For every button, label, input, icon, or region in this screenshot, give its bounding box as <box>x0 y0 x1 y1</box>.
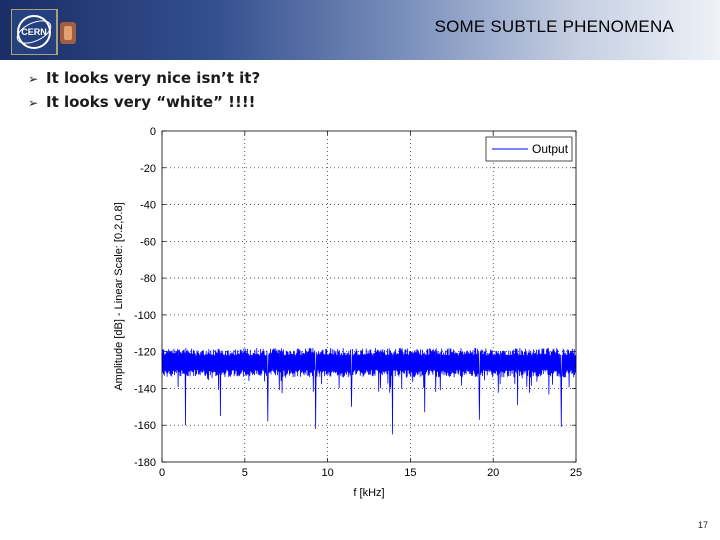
x-tick-label: 0 <box>159 467 165 479</box>
y-tick-label: -160 <box>134 420 156 432</box>
y-tick-label: -40 <box>140 200 156 212</box>
spectrum-chart: 0 5 10 15 20 25 0 -20 -40 -60 -80 -100 -120 -140 -160 -… <box>113 126 582 499</box>
cern-logo-icon: CERN <box>11 9 76 55</box>
output-series-line <box>161 347 577 435</box>
y-tick-label: -100 <box>134 310 156 322</box>
page-number: 17 <box>698 520 709 530</box>
y-tick-label: -120 <box>134 347 156 359</box>
slide-title: SOME SUBTLE PHENOMENA <box>434 17 674 36</box>
x-tick-label: 20 <box>487 467 499 479</box>
bullet-list: ➢ It looks very nice isn’t it? ➢ It looks … <box>28 66 260 114</box>
y-axis-label: Amplitude [dB] - Linear Scale: [0.2,0.8] <box>113 202 125 390</box>
arrow-bullet-icon: ➢ <box>28 72 39 86</box>
slide-header: CERN SOME SUBTLE PHENOMENA <box>0 0 720 60</box>
plot-area <box>162 131 576 462</box>
y-tick-label: -140 <box>134 383 156 395</box>
y-tick-label: -180 <box>134 457 156 469</box>
x-tick-label: 5 <box>242 467 248 479</box>
x-tick-label: 15 <box>404 467 416 479</box>
x-tick-label: 25 <box>570 467 582 479</box>
y-tick-label: -60 <box>140 236 156 248</box>
bullet-text: It looks very nice isn’t it? <box>46 69 261 87</box>
legend-label: Output <box>532 142 569 156</box>
y-tick-label: 0 <box>150 126 156 138</box>
x-tick-label: 10 <box>321 467 333 479</box>
y-tick-label: -20 <box>140 163 156 175</box>
bullet-item: ➢ It looks very “white” !!!! <box>28 90 260 114</box>
plot-frame <box>161 130 577 463</box>
y-tick-label: -80 <box>140 273 156 285</box>
logo-text: CERN <box>21 27 47 37</box>
x-axis-label: f [kHz] <box>353 487 384 499</box>
arrow-bullet-icon: ➢ <box>28 96 39 110</box>
bullet-item: ➢ It looks very nice isn’t it? <box>28 66 260 90</box>
bullet-text: It looks very “white” !!!! <box>46 93 256 111</box>
